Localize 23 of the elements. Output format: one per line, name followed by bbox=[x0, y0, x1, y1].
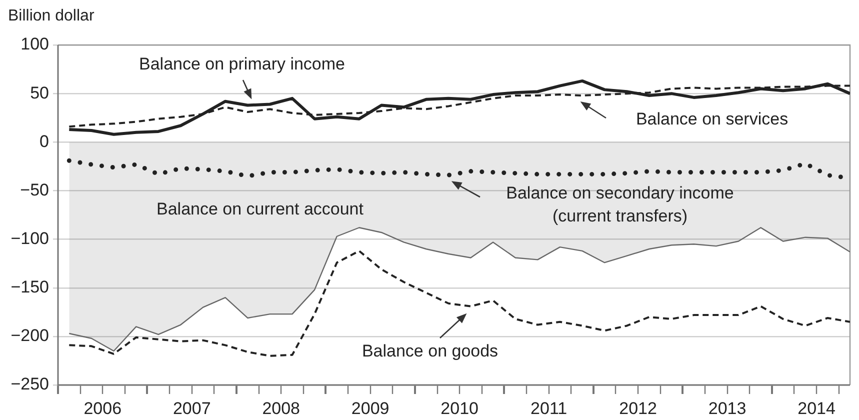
x-tick-label: 2010 bbox=[440, 398, 478, 418]
x-tick-label: 2009 bbox=[351, 398, 390, 418]
x-tick-label: 2006 bbox=[84, 398, 122, 418]
y-tick-label: −150 bbox=[10, 278, 49, 297]
x-tick-label: 2012 bbox=[619, 398, 657, 418]
y-tick-label: −50 bbox=[20, 180, 49, 200]
text: Balance on primary income bbox=[139, 54, 345, 74]
y-axis-title: Billion dollar bbox=[8, 7, 95, 24]
y-tick-label: 50 bbox=[30, 83, 49, 102]
y-tick-label: 0 bbox=[40, 132, 49, 151]
x-tick-label: 2013 bbox=[708, 398, 746, 418]
x-tick-label: 2011 bbox=[530, 398, 568, 418]
x-tick-label: 2014 bbox=[798, 398, 836, 418]
series-label: Balance on services bbox=[636, 110, 788, 129]
series-label: Balance on current account bbox=[156, 200, 364, 219]
x-tick-label: 2008 bbox=[262, 398, 300, 418]
y-tick-label: 100 bbox=[20, 34, 49, 54]
series-label: Balance on goods bbox=[362, 342, 498, 361]
x-tick-label: 2007 bbox=[172, 398, 211, 418]
y-tick-label: −100 bbox=[10, 228, 49, 248]
y-tick-label: −250 bbox=[10, 374, 49, 394]
series-label: Balance on secondary income (current transfers) bbox=[506, 184, 734, 226]
y-tick-label: −200 bbox=[10, 326, 49, 346]
